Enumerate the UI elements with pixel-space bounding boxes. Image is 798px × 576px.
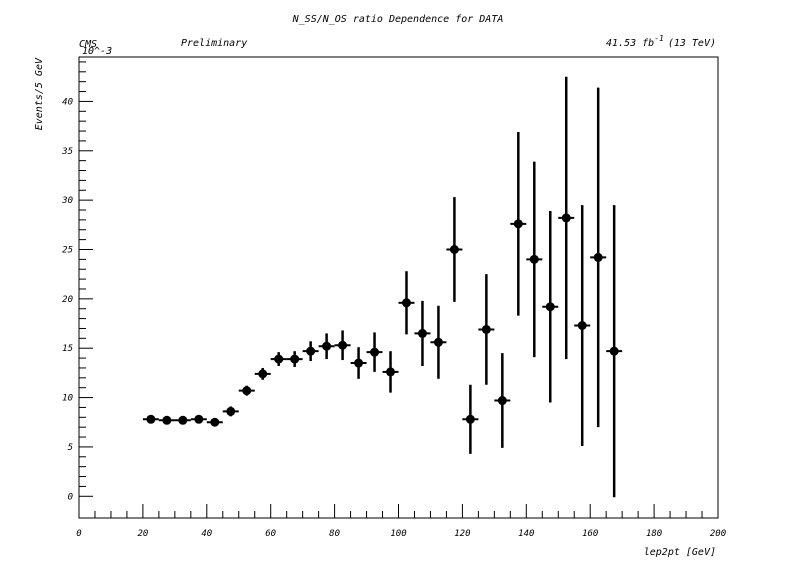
marker [322,341,332,351]
data-point [318,333,335,360]
x-tick-label: 200 [710,529,726,539]
data-point [430,305,447,379]
y-tick-label: 20 [62,295,73,305]
x-axis: 0 20 40 60 80 100 120 140 160 180 200 [76,504,726,539]
data-point [606,205,623,498]
data-point [494,353,511,448]
data-point [382,351,399,393]
data-point [478,274,495,385]
data-point [462,384,479,454]
data-point [206,417,223,427]
x-axis-label: lep2pt [GeV] [644,547,716,558]
marker [465,414,475,424]
x-tick-label: 20 [137,529,148,539]
lumi-label: 41.53 fb-1 (13 TeV) [606,34,716,49]
y-axis-label: Events/5 GeV [34,57,45,130]
marker [386,367,396,377]
lumi-energy: (13 TeV) [668,38,716,49]
data-point [414,300,431,366]
data-point [446,197,463,302]
marker [242,386,252,396]
marker [449,244,459,254]
data-point [238,385,255,396]
marker [561,213,571,223]
x-tick-label: 100 [390,529,406,539]
x-tick-label: 80 [329,529,340,539]
marker [210,417,220,427]
marker [497,396,507,406]
marker [577,321,587,331]
y-tick-label: 5 [68,443,73,453]
y-tick-label: 35 [61,147,73,157]
data-point [190,414,207,424]
y-tick-label: 25 [62,245,73,255]
x-tick-label: 160 [582,529,598,539]
experiment-label: CMS [79,39,97,50]
plot-frame [78,56,719,519]
lumi-exponent: -1 [654,34,664,43]
marker [178,415,188,425]
x-tick-label: 120 [454,529,470,539]
marker [417,328,427,338]
marker [370,347,380,357]
chart-title: N_SS/N_OS ratio Dependence for DATA [292,14,504,25]
data-point [334,330,351,361]
data-point [558,76,575,360]
marker [146,414,156,424]
data-point [174,415,191,425]
data-point [286,351,303,367]
y-tick-label: 30 [61,196,73,206]
data-point [254,367,271,380]
x-tick-label: 60 [265,529,276,539]
data-point [574,205,591,446]
marker [433,337,443,347]
marker [226,406,236,416]
marker [593,252,603,262]
x-tick-label: 180 [646,529,662,539]
data-point [302,341,319,362]
y-multiplier-text: 10^-3 [82,46,112,57]
lumi-value: 41.53 fb [606,38,654,49]
y-tick-label: 15 [62,344,73,354]
data-point [526,161,543,358]
status-label: Preliminary [181,38,247,49]
x-tick-label: 0 [76,529,81,539]
data-point [398,271,415,335]
data-point [142,414,159,424]
data-point [510,132,527,316]
y-multiplier-label: 10^-3 [82,46,112,57]
data-point [590,87,607,428]
data-point [270,352,287,366]
marker [545,302,555,312]
y-tick-label: 10 [62,394,73,404]
marker [401,298,411,308]
marker [194,414,204,424]
data-series [142,76,623,498]
y-tick-label: 40 [62,97,73,107]
data-point [158,415,175,425]
marker [306,346,316,356]
data-point [350,347,367,379]
data-point [366,332,383,372]
x-tick-label: 40 [201,529,212,539]
marker [290,354,300,364]
y-tick-label: 0 [68,492,73,502]
marker [609,346,619,356]
data-point [542,210,559,403]
marker [274,354,284,364]
marker [529,254,539,264]
marker [338,340,348,350]
marker [162,415,172,425]
y-axis: 0 5 10 15 20 25 30 35 40 [61,61,93,502]
marker [354,358,364,368]
marker [481,324,491,334]
x-tick-label: 140 [518,529,534,539]
data-point [222,406,239,417]
marker [513,219,523,229]
marker [258,369,268,379]
